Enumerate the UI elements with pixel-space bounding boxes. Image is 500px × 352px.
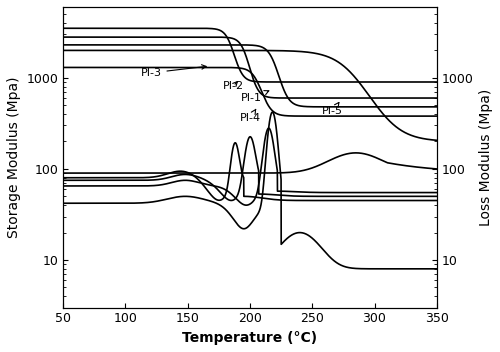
Text: PI-5: PI-5 xyxy=(322,102,343,116)
X-axis label: Temperature (°C): Temperature (°C) xyxy=(182,331,318,345)
Text: PI-2: PI-2 xyxy=(222,81,244,91)
Text: PI-3: PI-3 xyxy=(140,65,206,78)
Y-axis label: Storage Modulus (Mpa): Storage Modulus (Mpa) xyxy=(7,76,21,238)
Text: PI-1: PI-1 xyxy=(242,90,269,103)
Text: PI-4: PI-4 xyxy=(240,109,261,122)
Y-axis label: Loss Modulus (Mpa): Loss Modulus (Mpa) xyxy=(479,89,493,226)
